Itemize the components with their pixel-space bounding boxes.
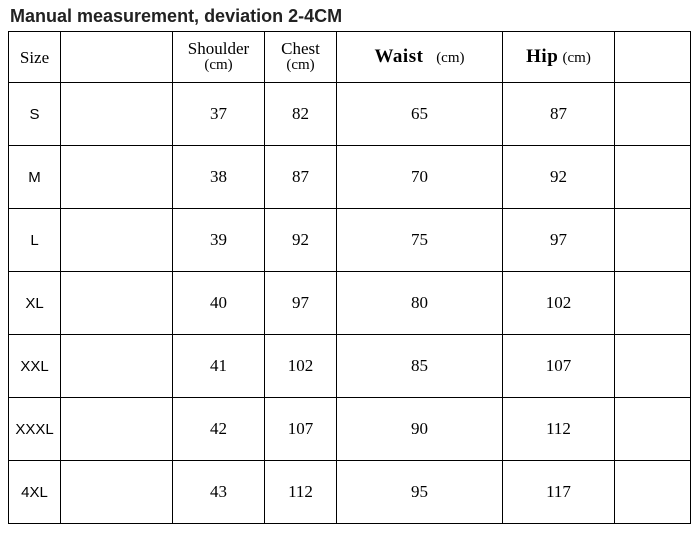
cell-shoulder: 42 bbox=[173, 398, 265, 461]
cell-blank2 bbox=[615, 461, 691, 524]
cell-waist: 65 bbox=[337, 83, 503, 146]
cell-size: XL bbox=[9, 272, 61, 335]
cell-hip: 112 bbox=[503, 398, 615, 461]
cell-waist: 80 bbox=[337, 272, 503, 335]
col-header-label: Hip bbox=[526, 46, 558, 67]
cell-blank2 bbox=[615, 335, 691, 398]
cell-chest: 102 bbox=[265, 335, 337, 398]
cell-hip: 102 bbox=[503, 272, 615, 335]
col-header-label: Size bbox=[9, 49, 60, 66]
col-header-blank1 bbox=[61, 32, 173, 83]
cell-blank2 bbox=[615, 83, 691, 146]
cell-waist: 75 bbox=[337, 209, 503, 272]
col-header-label: Chest bbox=[265, 40, 336, 57]
table-row: 4XL 43 112 95 117 bbox=[9, 461, 691, 524]
col-header-unit: (cm) bbox=[173, 57, 264, 74]
cell-shoulder: 39 bbox=[173, 209, 265, 272]
cell-chest: 82 bbox=[265, 83, 337, 146]
cell-blank2 bbox=[615, 146, 691, 209]
col-header-unit: (cm) bbox=[265, 57, 336, 74]
cell-blank2 bbox=[615, 209, 691, 272]
cell-hip: 92 bbox=[503, 146, 615, 209]
cell-chest: 112 bbox=[265, 461, 337, 524]
col-header-waist: Waist (cm) bbox=[337, 32, 503, 83]
cell-size: 4XL bbox=[9, 461, 61, 524]
table-body: S 37 82 65 87 M 38 87 70 92 L 39 bbox=[9, 83, 691, 524]
cell-shoulder: 40 bbox=[173, 272, 265, 335]
page-title: Manual measurement, deviation 2-4CM bbox=[10, 6, 692, 27]
cell-shoulder: 37 bbox=[173, 83, 265, 146]
cell-blank1 bbox=[61, 209, 173, 272]
header-row: Size Shoulder (cm) Chest (cm) Waist (cm) bbox=[9, 32, 691, 83]
cell-chest: 97 bbox=[265, 272, 337, 335]
table-row: L 39 92 75 97 bbox=[9, 209, 691, 272]
table-head: Size Shoulder (cm) Chest (cm) Waist (cm) bbox=[9, 32, 691, 83]
col-header-shoulder: Shoulder (cm) bbox=[173, 32, 265, 83]
table-row: XXXL 42 107 90 112 bbox=[9, 398, 691, 461]
cell-size: XXL bbox=[9, 335, 61, 398]
cell-size: S bbox=[9, 83, 61, 146]
cell-chest: 87 bbox=[265, 146, 337, 209]
col-header-unit: (cm) bbox=[436, 50, 464, 66]
cell-size: M bbox=[9, 146, 61, 209]
cell-blank2 bbox=[615, 272, 691, 335]
cell-shoulder: 41 bbox=[173, 335, 265, 398]
page-wrap: Manual measurement, deviation 2-4CM Size… bbox=[0, 0, 700, 532]
cell-blank1 bbox=[61, 83, 173, 146]
col-header-label: Waist bbox=[374, 46, 423, 67]
table-row: XL 40 97 80 102 bbox=[9, 272, 691, 335]
cell-shoulder: 38 bbox=[173, 146, 265, 209]
table-row: M 38 87 70 92 bbox=[9, 146, 691, 209]
cell-blank1 bbox=[61, 398, 173, 461]
cell-blank1 bbox=[61, 146, 173, 209]
cell-size: XXXL bbox=[9, 398, 61, 461]
cell-hip: 107 bbox=[503, 335, 615, 398]
cell-hip: 87 bbox=[503, 83, 615, 146]
cell-blank2 bbox=[615, 398, 691, 461]
cell-chest: 92 bbox=[265, 209, 337, 272]
col-header-size: Size bbox=[9, 32, 61, 83]
col-header-label: Shoulder bbox=[173, 40, 264, 57]
cell-blank1 bbox=[61, 461, 173, 524]
cell-shoulder: 43 bbox=[173, 461, 265, 524]
cell-hip: 117 bbox=[503, 461, 615, 524]
col-header-hip: Hip (cm) bbox=[503, 32, 615, 83]
size-chart-table: Size Shoulder (cm) Chest (cm) Waist (cm) bbox=[8, 31, 691, 524]
cell-waist: 70 bbox=[337, 146, 503, 209]
cell-hip: 97 bbox=[503, 209, 615, 272]
cell-waist: 95 bbox=[337, 461, 503, 524]
cell-waist: 90 bbox=[337, 398, 503, 461]
table-row: XXL 41 102 85 107 bbox=[9, 335, 691, 398]
cell-size: L bbox=[9, 209, 61, 272]
cell-chest: 107 bbox=[265, 398, 337, 461]
cell-blank1 bbox=[61, 272, 173, 335]
col-header-blank2 bbox=[615, 32, 691, 83]
cell-blank1 bbox=[61, 335, 173, 398]
col-header-chest: Chest (cm) bbox=[265, 32, 337, 83]
col-header-unit: (cm) bbox=[563, 50, 591, 66]
cell-waist: 85 bbox=[337, 335, 503, 398]
table-row: S 37 82 65 87 bbox=[9, 83, 691, 146]
